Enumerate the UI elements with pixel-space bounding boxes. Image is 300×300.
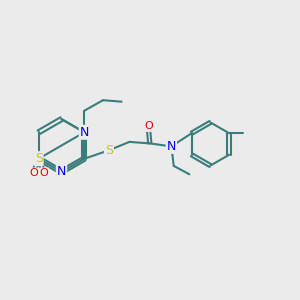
Text: S: S xyxy=(105,144,113,157)
Text: N: N xyxy=(57,165,66,178)
Text: O: O xyxy=(29,168,38,178)
Text: N: N xyxy=(167,140,176,153)
Text: O: O xyxy=(144,121,153,131)
Text: O: O xyxy=(40,168,48,178)
Text: S: S xyxy=(34,152,43,165)
Text: N: N xyxy=(80,126,89,139)
